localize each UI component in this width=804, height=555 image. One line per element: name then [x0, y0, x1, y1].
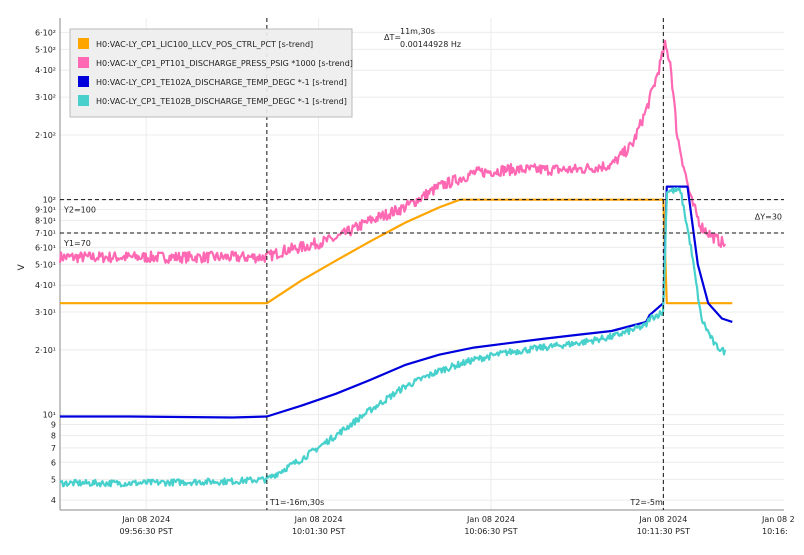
y-tick-label: 4 — [51, 496, 56, 505]
series-line-3 — [60, 185, 733, 419]
legend-entry-2: H0:VAC-LY_CP1_PT101_DISCHARGE_PRESS_PSIG… — [96, 59, 353, 68]
y-tick-label: 3·10² — [35, 93, 56, 102]
legend-swatch-3 — [78, 76, 89, 87]
x-tick-time: 09:56:30 PST — [120, 527, 173, 536]
y-tick-label: 2·10¹ — [35, 346, 56, 355]
y-tick-label: 6·10² — [35, 28, 56, 37]
y-tick-label: 5·10² — [35, 45, 56, 54]
y-tick-label: 9 — [51, 420, 56, 429]
y-tick-label: 8·10¹ — [35, 216, 56, 225]
t1-cursor-label: T1=-16m,30s — [269, 498, 324, 507]
delta-t-prefix: ΔT= — [384, 33, 401, 42]
x-tick-time: 10:11:30 PST — [637, 527, 690, 536]
y-tick-label: 6·10¹ — [35, 243, 56, 252]
t2-cursor-label: T2=-5m — [629, 498, 663, 507]
y-tick-label: 4·10² — [35, 66, 56, 75]
y-tick-label: 4·10¹ — [35, 281, 56, 290]
x-tick-time: 10:16: — [762, 527, 788, 536]
x-tick-date: Jan 08 2024 — [466, 515, 515, 524]
y-tick-label: 5·10¹ — [35, 260, 56, 269]
x-tick-time: 10:06:30 PST — [464, 527, 517, 536]
series-line-1 — [60, 198, 733, 305]
y-tick-label: 7 — [51, 444, 56, 453]
delta-y-label: ΔY=30 — [755, 212, 782, 221]
series-line-2 — [58, 39, 727, 264]
y-tick-label: 10² — [43, 196, 56, 205]
y-tick-label: 6 — [51, 458, 56, 467]
legend-swatch-4 — [78, 95, 89, 106]
x-tick-date: Jan 08 2024 — [121, 515, 170, 524]
x-tick-time: 10:01:30 PST — [292, 527, 345, 536]
y-tick-label: 5 — [51, 475, 56, 484]
y-axis-label: V — [17, 263, 27, 270]
x-tick-date: Jan 08 2024 — [294, 515, 343, 524]
y-tick-label: 10¹ — [43, 411, 56, 420]
x-tick-date: Jan 08 2 — [761, 515, 795, 524]
y-tick-label: 8 — [51, 431, 56, 440]
series-line-4 — [59, 186, 727, 488]
y-tick-label: 3·10¹ — [35, 308, 56, 317]
legend-swatch-2 — [78, 57, 89, 68]
y-tick-label: 9·10¹ — [35, 205, 56, 214]
delta-t-frequency: 0.00144928 Hz — [400, 40, 461, 49]
legend-entry-4: H0:VAC-LY_CP1_TE102B_DISCHARGE_TEMP_DEGC… — [96, 97, 347, 106]
legend-entry-3: H0:VAC-LY_CP1_TE102A_DISCHARGE_TEMP_DEGC… — [96, 78, 347, 87]
legend-entry-1: H0:VAC-LY_CP1_LIC100_LLCV_POS_CTRL_PCT [… — [96, 40, 313, 49]
legend-box — [69, 28, 353, 118]
y-tick-label: 7·10¹ — [35, 229, 56, 238]
x-tick-date: Jan 08 2024 — [638, 515, 687, 524]
delta-t-value: 11m,30s — [400, 27, 435, 36]
legend-swatch-1 — [78, 38, 89, 49]
y-tick-label: 2·10² — [35, 131, 56, 140]
y2-cursor-label: Y2=100 — [63, 206, 96, 215]
y1-cursor-label: Y1=70 — [63, 239, 91, 248]
